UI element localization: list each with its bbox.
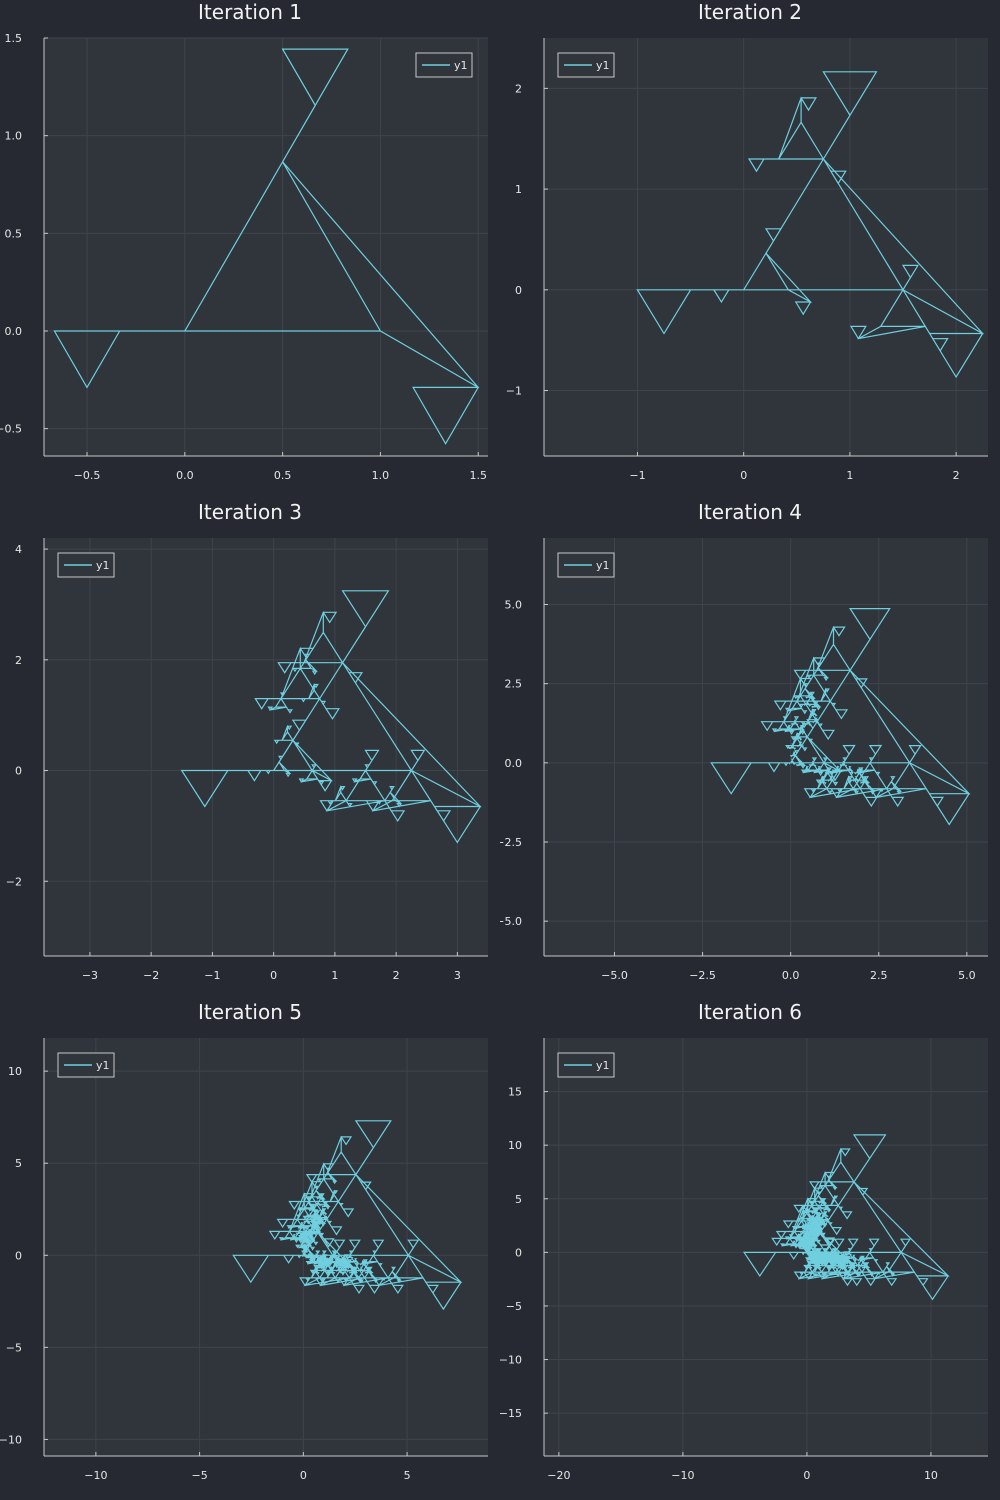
series-line-y1 [180,590,482,844]
chart-panel-6: Iteration 6 −20 −10 0 10 −15 −10 −5 0 5 10 15 y1 [500,1000,988,1482]
plot-area [544,538,988,956]
chart-panel-2: Iteration 2 −1 0 1 2 −1 0 1 2 y1 [506,0,988,482]
y-tick-label: −1 [506,385,522,398]
x-tick-label: 1.5 [469,469,487,482]
chart-title: Iteration 3 [198,500,302,524]
y-tick-label: −5.0 [500,915,522,928]
x-tick-label: 0 [300,1469,307,1482]
series-line-y1 [53,48,480,445]
y-tick-label: 1 [515,183,522,196]
x-tick-label: 10 [924,1469,938,1482]
y-tick-label: 1.0 [5,130,23,143]
x-tick-label: −3 [82,969,98,982]
y-tick-label: 2 [15,654,22,667]
chart-panel-5: Iteration 5 −10 −5 0 5 −10 −5 0 5 10 y1 [0,1000,488,1482]
y-tick-label: −15 [500,1407,522,1420]
legend-label: y1 [596,1059,610,1072]
y-tick-label: 1.5 [5,32,23,45]
y-tick-label: 0.0 [505,757,523,770]
x-tick-label: 2.5 [870,969,888,982]
chart-title: Iteration 6 [698,1000,802,1024]
x-tick-label: −2.5 [689,969,716,982]
x-tick-label: 5.0 [958,969,976,982]
y-tick-label: −10 [500,1354,522,1367]
y-tick-label: 0.5 [5,227,23,240]
y-tick-label: 5.0 [505,599,523,612]
y-tick-label: −2.5 [500,836,522,849]
y-tick-label: −2 [6,875,22,888]
y-tick-label: −5 [6,1341,22,1354]
y-tick-label: −10 [0,1433,22,1446]
x-tick-label: 1 [331,969,338,982]
y-tick-label: 0 [15,1249,22,1262]
chart-title: Iteration 1 [198,0,302,24]
x-tick-label: −10 [84,1469,107,1482]
x-tick-label: 3 [454,969,461,982]
plot-area [44,1038,488,1456]
x-tick-label: −20 [547,1469,570,1482]
y-tick-label: 0.0 [5,325,23,338]
x-tick-label: −1 [629,469,645,482]
x-tick-label: 0 [270,969,277,982]
legend-label: y1 [96,559,110,572]
plot-area [44,538,488,956]
chart-title: Iteration 4 [698,500,802,524]
x-tick-label: −5.0 [601,969,628,982]
chart-panel-4: Iteration 4 −5.0 −2.5 0.0 2.5 5.0 −5.0 −2.5 0.0 2… [500,500,988,982]
x-tick-label: −5 [191,1469,207,1482]
series-line-y1 [636,71,985,379]
x-tick-label: 0 [740,469,747,482]
legend-label: y1 [596,59,610,72]
y-tick-label: 5 [15,1157,22,1170]
plot-area [544,38,988,456]
series-line-y1 [232,1120,463,1311]
y-tick-label: 15 [508,1086,522,1099]
x-tick-label: 0.0 [782,969,800,982]
y-tick-label: 4 [15,543,22,556]
chart-title: Iteration 2 [698,0,802,24]
y-tick-label: 10 [508,1139,522,1152]
y-tick-label: −0.5 [0,423,22,436]
legend-label: y1 [596,559,610,572]
x-tick-label: 1.0 [372,469,390,482]
y-tick-label: 0 [515,1246,522,1259]
legend-label: y1 [96,1059,110,1072]
x-tick-label: 0.0 [176,469,194,482]
y-tick-label: 2 [515,82,522,95]
y-tick-label: 0 [15,765,22,778]
x-tick-label: 1 [846,469,853,482]
chart-title: Iteration 5 [198,1000,302,1024]
chart-panel-1: Iteration 1 −0.5 0.0 0.5 1.0 1.5 −0.5 0.0 0.5 1.0… [0,0,488,482]
x-tick-label: 2 [953,469,960,482]
x-tick-label: −1 [204,969,220,982]
x-tick-label: −10 [671,1469,694,1482]
x-tick-label: 2 [393,969,400,982]
y-tick-label: 10 [8,1065,22,1078]
x-tick-label: 5 [404,1469,411,1482]
y-tick-label: 2.5 [505,678,523,691]
x-tick-label: 0.5 [274,469,292,482]
legend-label: y1 [454,59,468,72]
x-tick-label: −0.5 [74,469,101,482]
series-line-y1 [742,1134,950,1301]
chart-panel-3: Iteration 3 −3 −2 −1 0 1 2 3 −2 0 2 4 y1 [6,500,488,982]
plot-area [44,38,488,456]
x-tick-label: −2 [143,969,159,982]
series-line-y1 [710,608,971,826]
y-tick-label: 5 [515,1193,522,1206]
y-tick-label: −5 [506,1300,522,1313]
plot-area [544,1038,988,1456]
y-tick-label: 0 [515,284,522,297]
x-tick-label: 0 [803,1469,810,1482]
